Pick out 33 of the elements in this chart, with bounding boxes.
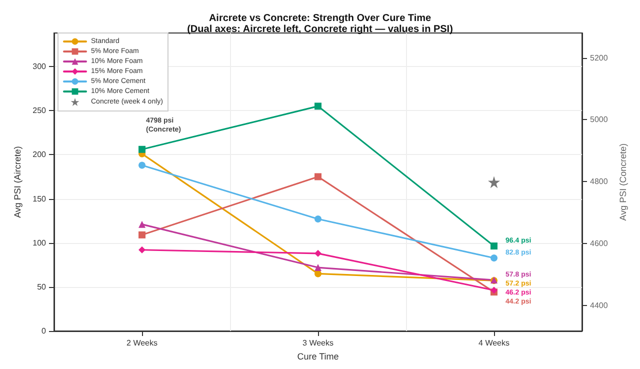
point <box>490 254 498 262</box>
y-tick-label: 50 <box>37 282 47 292</box>
y2-tick-label: 4800 <box>590 177 608 186</box>
y2-tick-label: 4400 <box>590 300 608 310</box>
y-tick-label: 200 <box>32 150 47 160</box>
point <box>314 173 322 180</box>
y-tick-label: 150 <box>32 194 47 204</box>
point <box>138 220 146 228</box>
y-tick-label: 250 <box>32 106 47 116</box>
y2-axis-title: Avg PSI (Concrete) <box>618 143 628 221</box>
y2-tick-label: 4600 <box>590 238 608 248</box>
y2-tick-label: 5000 <box>590 115 608 124</box>
point <box>138 146 146 153</box>
y-tick-label: 0 <box>42 326 47 336</box>
y-tick-label: 300 <box>32 62 47 72</box>
point <box>138 246 146 254</box>
y-axis-title: Avg PSI (Aircrete) <box>12 146 22 218</box>
point <box>138 162 146 169</box>
point <box>314 216 322 223</box>
chart-subtitle: (Dual axes: Aircrete left, Concrete right — values in PSI) <box>187 24 453 35</box>
y2-tick-label: 5200 <box>590 53 608 62</box>
x-tick-label: 4 Weeks <box>478 338 510 348</box>
point <box>314 264 322 272</box>
chart-title: Aircrete vs Concrete: Strength Over Cure Time <box>208 13 432 24</box>
point <box>314 250 322 257</box>
x-tick-label: 3 Weeks <box>302 338 334 348</box>
point <box>490 242 498 250</box>
point <box>314 270 322 278</box>
y-tick-label: 100 <box>32 238 47 248</box>
point <box>138 231 146 238</box>
point <box>314 102 322 110</box>
x-axis-title: Cure Time <box>297 351 339 362</box>
x-tick-label: 2 Weeks <box>126 338 158 348</box>
